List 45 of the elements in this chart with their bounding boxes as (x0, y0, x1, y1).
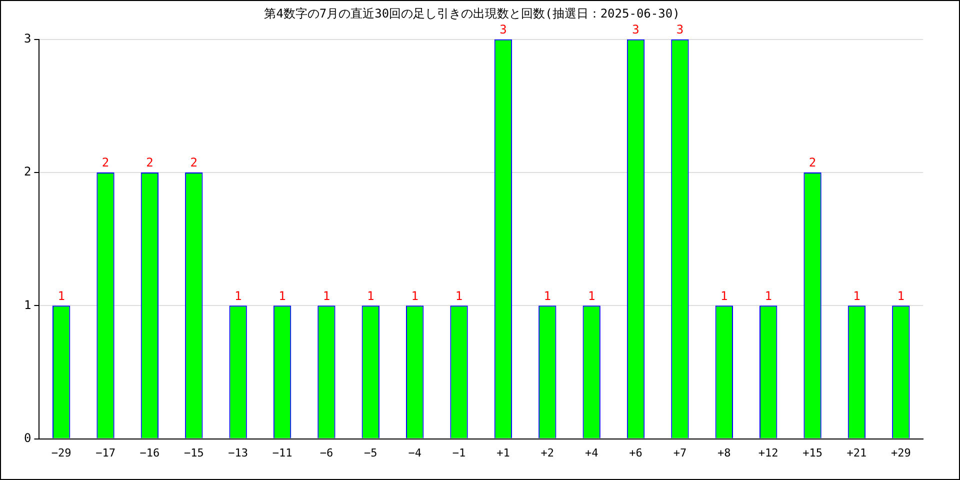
x-tick-label: −15 (184, 446, 204, 460)
data-label: 2 (190, 156, 198, 170)
data-label: 1 (58, 288, 65, 303)
y-tick-label: 2 (24, 164, 32, 179)
y-tick-label: 3 (24, 32, 32, 46)
x-tick-label: +2 (540, 446, 554, 460)
x-tick-label: −17 (96, 446, 116, 460)
data-label: 3 (676, 22, 684, 37)
data-label: 1 (853, 288, 860, 303)
x-tick-label: −1 (452, 446, 466, 460)
y-tick-label: 0 (24, 430, 32, 445)
data-label: 1 (234, 288, 242, 303)
data-label: 1 (720, 288, 728, 303)
data-label: 1 (897, 288, 905, 303)
x-tick-label: −11 (272, 446, 292, 460)
x-tick-label: +1 (496, 446, 510, 460)
x-tick-label: +6 (629, 446, 642, 460)
data-label: 2 (808, 156, 816, 170)
data-label: 2 (102, 156, 110, 170)
data-label: 1 (367, 288, 374, 303)
chart-title: 第4数字の7月の直近30回の足し引きの出現数と回数(抽選日：2025-06-30) (264, 6, 680, 20)
data-label: 1 (764, 288, 772, 303)
x-tick-label: +4 (584, 446, 599, 460)
x-tick-label: −4 (408, 446, 422, 460)
x-tick-label: −6 (320, 446, 334, 460)
x-tick-label: +15 (802, 446, 822, 460)
y-tick-label: 1 (24, 298, 32, 312)
data-label: 1 (455, 288, 463, 303)
x-tick-label: −29 (51, 446, 72, 460)
x-tick-label: −13 (228, 446, 248, 460)
x-tick-label: +21 (846, 446, 867, 460)
x-tick-label: +12 (758, 446, 778, 460)
data-label: 1 (544, 288, 552, 303)
x-tick-label: +7 (673, 446, 687, 460)
data-label: 1 (588, 288, 596, 303)
data-label: 1 (278, 288, 286, 303)
data-label: 3 (500, 22, 507, 37)
x-tick-label: −5 (364, 446, 378, 460)
data-label: 3 (632, 22, 640, 37)
x-tick-label: +8 (718, 446, 731, 460)
x-tick-label: +29 (890, 446, 911, 460)
data-label: 1 (411, 288, 418, 303)
data-label: 1 (322, 288, 330, 303)
data-label: 2 (146, 156, 154, 170)
x-tick-label: −16 (140, 446, 160, 460)
